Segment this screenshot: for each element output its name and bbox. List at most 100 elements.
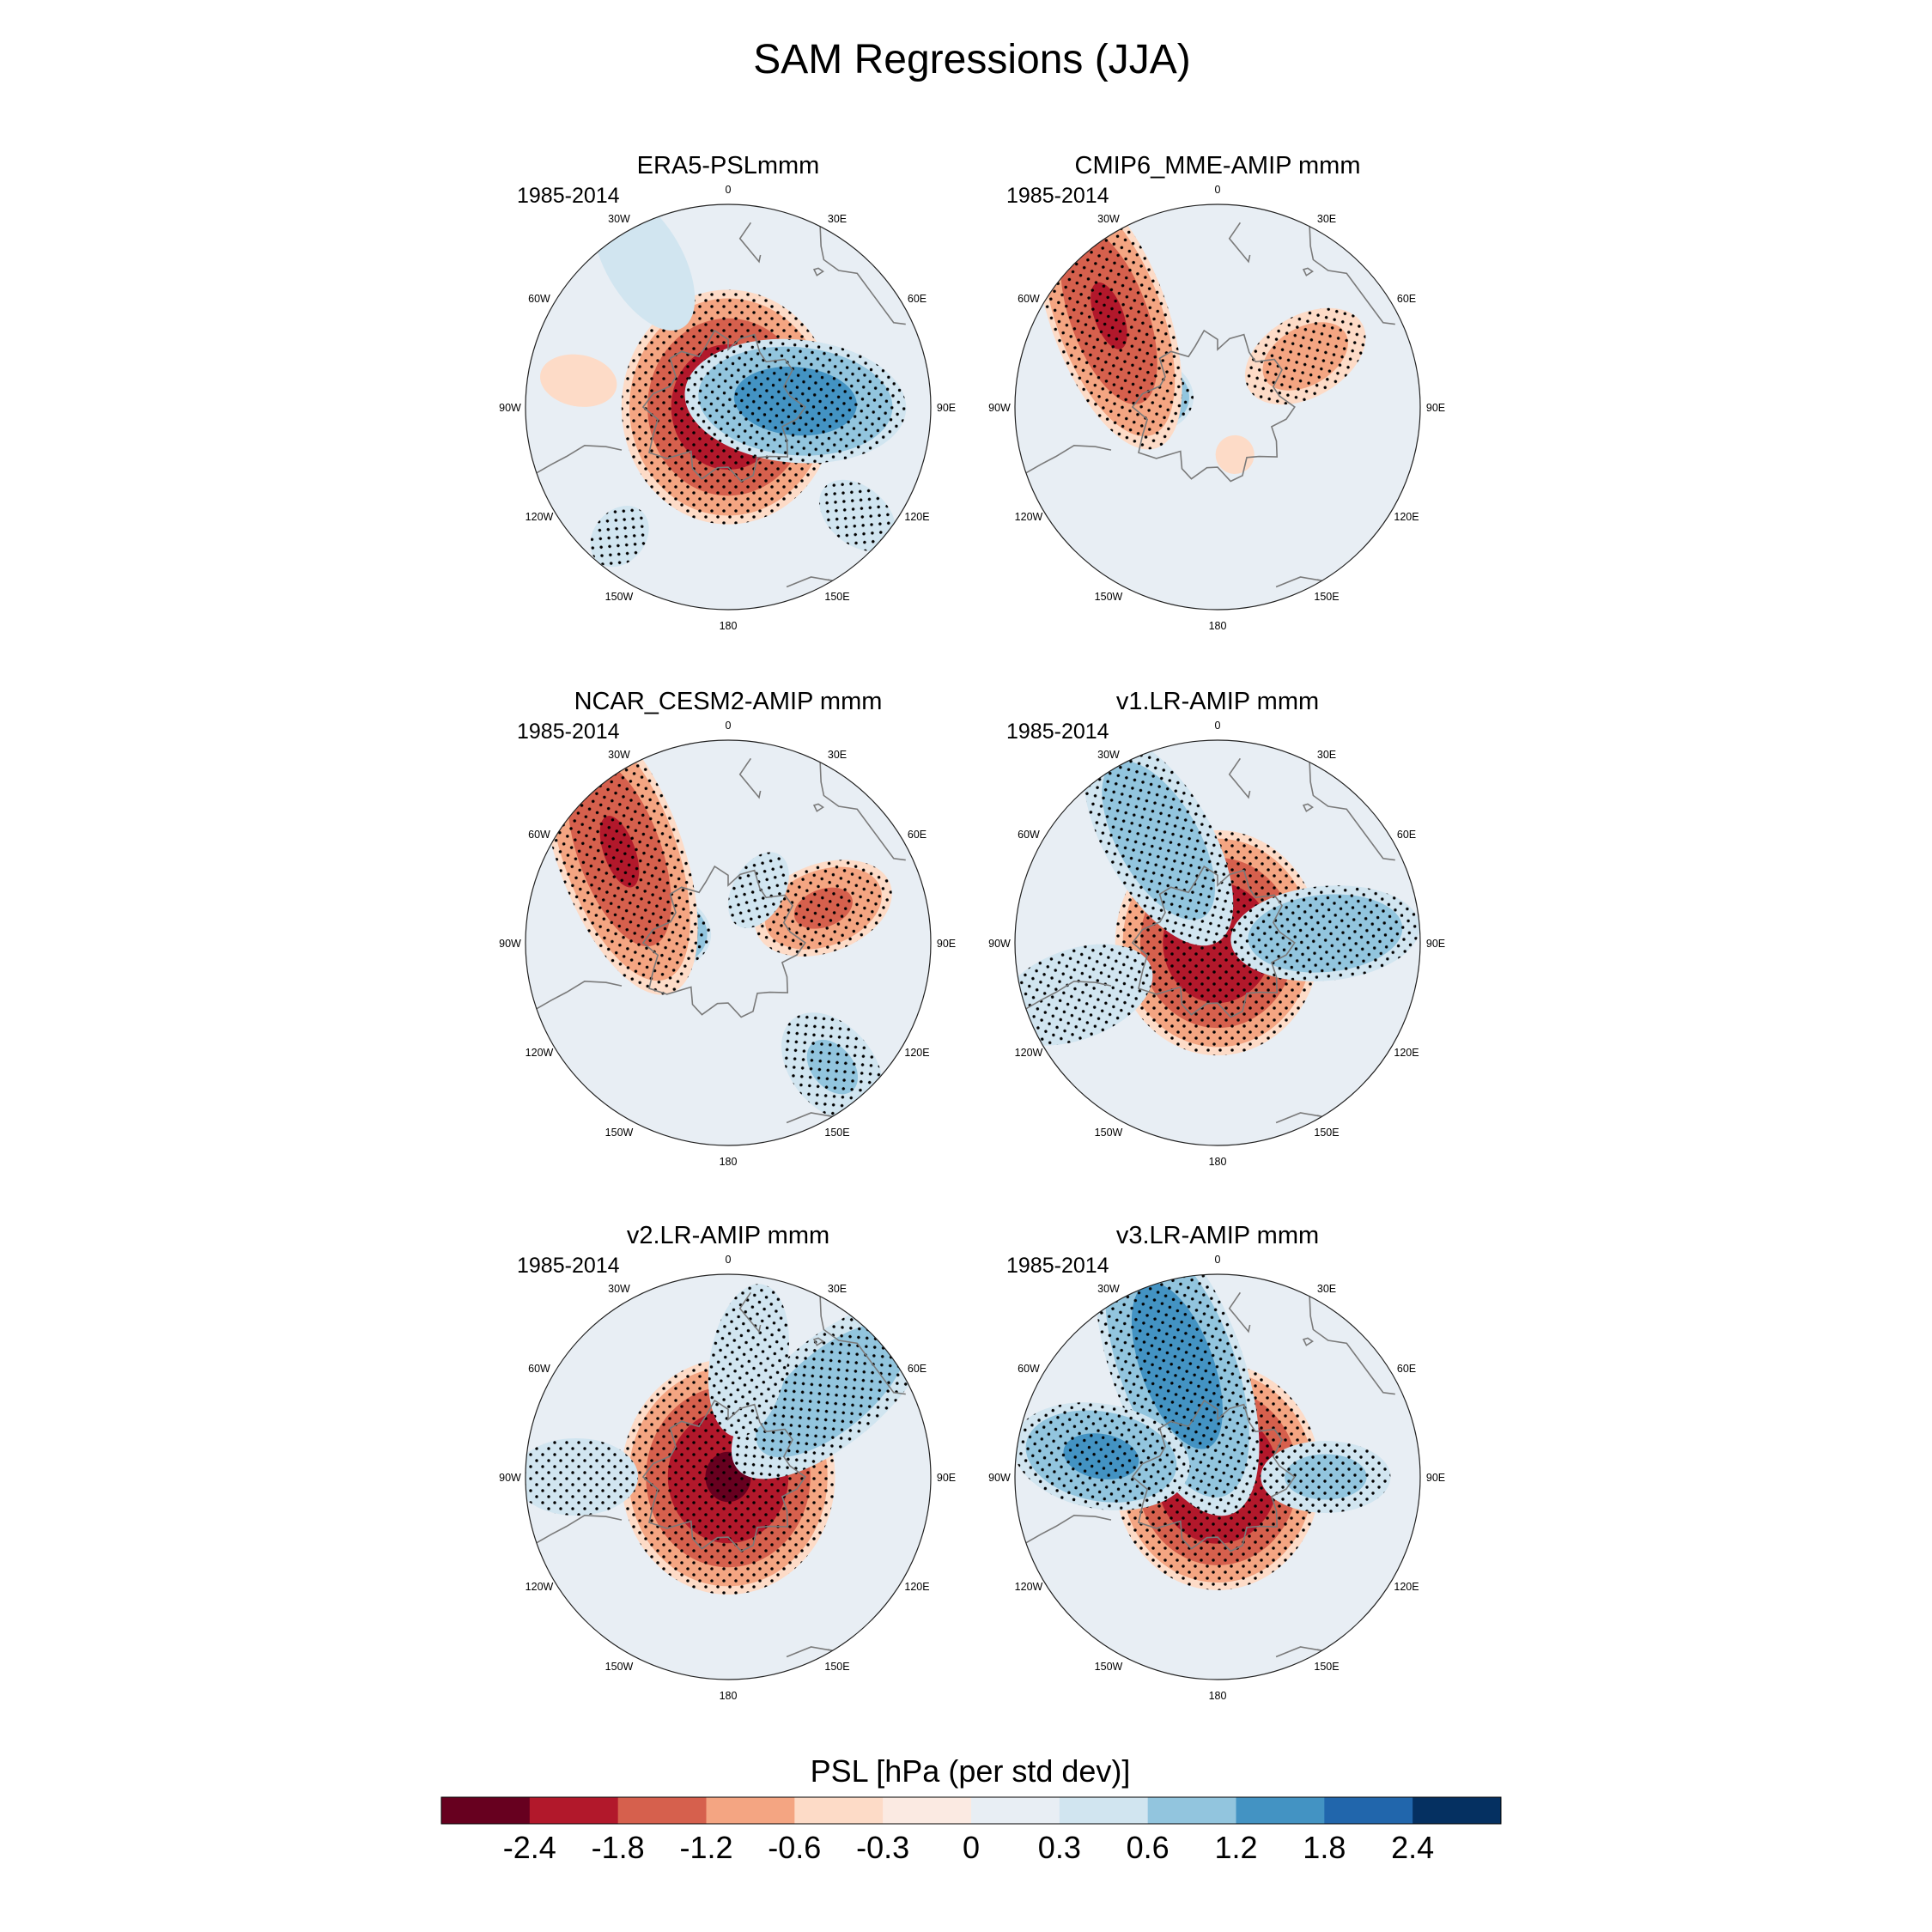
longitude-label: 120W bbox=[1015, 511, 1043, 523]
longitude-label: 30W bbox=[1097, 213, 1120, 225]
africa-outline bbox=[1275, 1112, 1322, 1124]
longitude-label: 30E bbox=[828, 213, 847, 225]
antarctica-outline bbox=[641, 329, 806, 483]
colorbar-tick-label: -0.3 bbox=[856, 1830, 909, 1865]
psl-field bbox=[1015, 740, 1420, 1145]
colorbar-frame bbox=[440, 1796, 1502, 1825]
panel-period: 1985-2014 bbox=[1006, 1254, 1109, 1278]
panel-period: 1985-2014 bbox=[1006, 720, 1109, 744]
colorbar-swatch bbox=[617, 1797, 707, 1824]
longitude-label: 90W bbox=[988, 1472, 1011, 1484]
africa-outline bbox=[786, 1112, 833, 1124]
longitude-label: 0 bbox=[1215, 720, 1221, 732]
psl-field bbox=[526, 740, 931, 1145]
colorbar-swatch bbox=[706, 1797, 795, 1824]
significance-stipple bbox=[1230, 885, 1420, 981]
significance-stipple bbox=[755, 860, 892, 957]
significance-stipple bbox=[731, 1301, 931, 1479]
longitude-label: 90W bbox=[499, 402, 521, 414]
colorbar-swatch bbox=[441, 1797, 531, 1824]
tasmania-outline bbox=[812, 1337, 825, 1346]
tasmania-outline bbox=[1302, 267, 1315, 276]
antarctica-outline bbox=[1131, 329, 1296, 483]
longitude-label: 90E bbox=[1426, 402, 1445, 414]
colorbar-title: PSL [hPa (per std dev)] bbox=[811, 1753, 1131, 1789]
coastlines bbox=[1025, 222, 1395, 588]
longitude-label: 150W bbox=[605, 1127, 634, 1139]
longitude-label: 150W bbox=[1095, 1127, 1123, 1139]
colorbar-swatch bbox=[529, 1797, 619, 1824]
longitude-label: 90E bbox=[1426, 1472, 1445, 1484]
longitude-label: 90W bbox=[499, 1472, 521, 1484]
longitude-label: 90W bbox=[499, 938, 521, 950]
new-zealand-outline bbox=[738, 1291, 762, 1334]
longitude-label: 0 bbox=[726, 1254, 732, 1266]
longitude-label: 30E bbox=[1317, 1283, 1336, 1295]
colorbar-tick-label: 1.2 bbox=[1214, 1830, 1257, 1865]
longitude-label: 90E bbox=[1426, 938, 1445, 950]
tasmania-outline bbox=[812, 267, 825, 276]
longitude-label: 30W bbox=[608, 1283, 630, 1295]
panel-period: 1985-2014 bbox=[1006, 184, 1109, 208]
africa-outline bbox=[786, 1646, 833, 1658]
map-boundary bbox=[1014, 1273, 1421, 1680]
panel-title: ERA5-PSLmmm bbox=[637, 152, 820, 179]
south-america-outline bbox=[536, 444, 623, 474]
colorbar-swatch bbox=[794, 1797, 884, 1824]
longitude-label: 150W bbox=[605, 591, 634, 603]
south-america-outline bbox=[1025, 444, 1112, 474]
panel-period: 1985-2014 bbox=[517, 720, 620, 744]
longitude-label: 60W bbox=[1018, 293, 1040, 305]
longitude-label: 0 bbox=[726, 184, 732, 196]
panel-title: v1.LR-AMIP mmm bbox=[1116, 688, 1319, 715]
longitude-label: 60E bbox=[1397, 293, 1416, 305]
australia-outline bbox=[819, 226, 906, 325]
coastlines bbox=[536, 222, 906, 588]
africa-outline bbox=[786, 576, 833, 588]
tasmania-outline bbox=[1302, 1337, 1315, 1346]
panel-title: CMIP6_MME-AMIP mmm bbox=[1075, 152, 1361, 179]
longitude-label: 150E bbox=[1314, 1661, 1339, 1673]
map-panels: ERA5-PSLmmm 1985-2014 0 30E 60E 90E 120E 150E 18… bbox=[499, 152, 1445, 1702]
longitude-label: 90E bbox=[937, 1472, 956, 1484]
significance-stipple bbox=[819, 479, 896, 552]
significance-stipple bbox=[1261, 1441, 1391, 1513]
colorbar-tick-label: -1.8 bbox=[592, 1830, 645, 1865]
longitude-label: 120W bbox=[1015, 1581, 1043, 1593]
longitude-label: 60W bbox=[528, 829, 550, 841]
significance-stipple bbox=[727, 852, 789, 928]
africa-outline bbox=[1275, 576, 1322, 588]
longitude-label: 150W bbox=[1095, 1661, 1123, 1673]
australia-outline bbox=[1309, 1296, 1395, 1395]
south-america-outline bbox=[536, 980, 623, 1010]
colorbar-tick-label: 1.8 bbox=[1303, 1830, 1346, 1865]
longitude-label: 90E bbox=[937, 402, 956, 414]
coastlines bbox=[536, 1291, 906, 1658]
antarctica-outline bbox=[641, 865, 806, 1018]
longitude-label: 60W bbox=[528, 293, 550, 305]
australia-outline bbox=[819, 1296, 906, 1395]
map-panel: v3.LR-AMIP mmm 1985-2014 0 30E 60E 90E 120E 150… bbox=[988, 1222, 1445, 1702]
longitude-label: 180 bbox=[1209, 1156, 1227, 1168]
longitude-label: 120E bbox=[904, 1047, 929, 1059]
longitude-label: 30W bbox=[608, 749, 630, 761]
australia-outline bbox=[819, 762, 906, 861]
significance-stipple bbox=[708, 1284, 789, 1437]
longitude-label: 60E bbox=[1397, 829, 1416, 841]
longitude-label: 180 bbox=[720, 1690, 738, 1702]
longitude-label: 30W bbox=[1097, 749, 1120, 761]
longitude-label: 180 bbox=[1209, 620, 1227, 632]
map-panel: v1.LR-AMIP mmm 1985-2014 0 30E 60E 90E 120E 150… bbox=[988, 688, 1445, 1168]
longitude-label: 150E bbox=[1314, 1127, 1339, 1139]
colorbar-tick-label: -1.2 bbox=[679, 1830, 732, 1865]
map-boundary bbox=[525, 204, 932, 611]
longitude-label: 150E bbox=[824, 1661, 849, 1673]
psl-field bbox=[1015, 1274, 1420, 1680]
significance-stipple bbox=[1244, 307, 1366, 405]
longitude-label: 180 bbox=[720, 620, 738, 632]
longitude-label: 30W bbox=[608, 213, 630, 225]
antarctica-outline bbox=[1131, 865, 1296, 1018]
coastlines bbox=[1025, 757, 1395, 1124]
new-zealand-outline bbox=[738, 757, 762, 799]
